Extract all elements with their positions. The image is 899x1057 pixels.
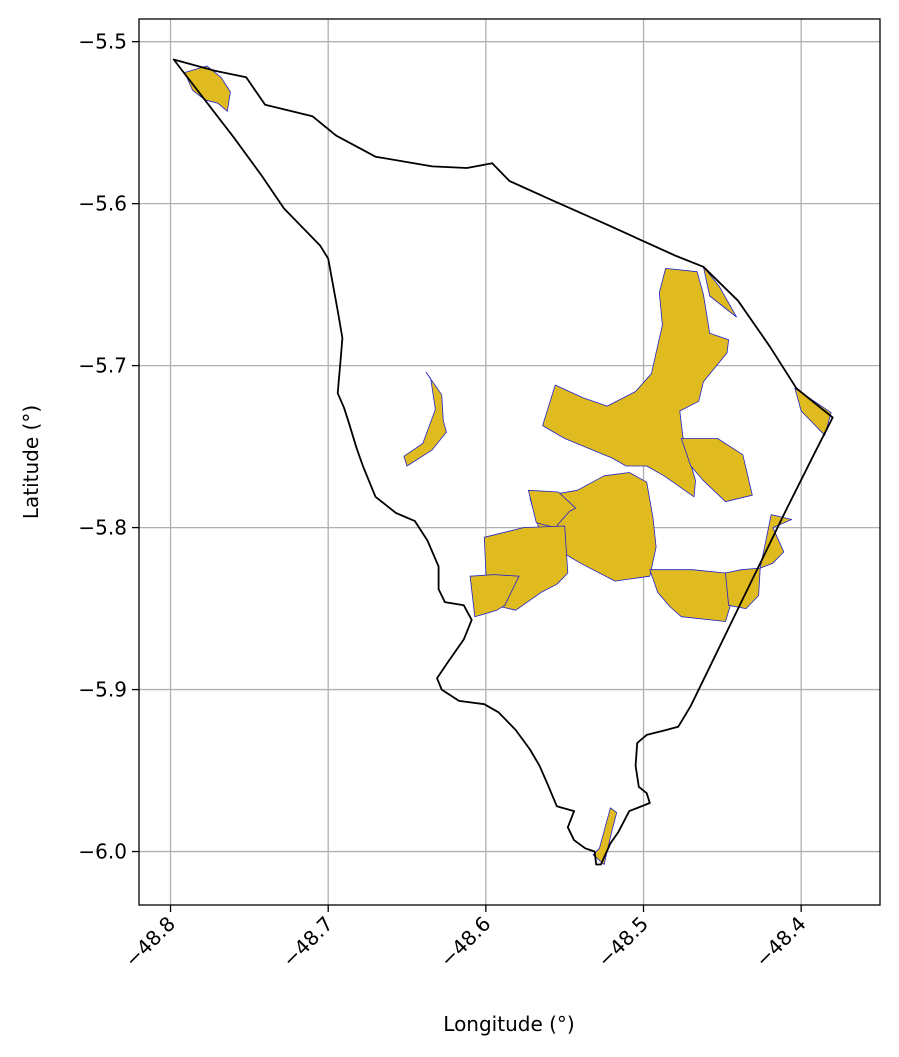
y-tick-label: −5.9	[78, 678, 127, 702]
y-axis-label: Latitude (°)	[19, 405, 43, 519]
x-axis-ticks: −48.8 −48.7 −48.6 −48.5 −48.4	[120, 905, 811, 972]
highlighted-area-6	[528, 489, 577, 528]
highlighted-area-9	[649, 569, 733, 622]
highlighted-area-2	[403, 371, 447, 467]
x-tick-label: −48.4	[750, 912, 810, 972]
highlighted-area-4	[680, 438, 753, 503]
highlighted-area-14	[592, 807, 618, 865]
y-axis-ticks: −5.5 −5.6 −5.7 −5.8 −5.9 −6.0	[78, 30, 139, 864]
y-tick-label: −6.0	[78, 840, 127, 864]
grid-lines	[139, 19, 880, 905]
x-axis-label: Longitude (°)	[443, 1012, 574, 1036]
x-tick-label: −48.8	[120, 912, 180, 972]
highlighted-areas	[184, 65, 832, 865]
y-tick-label: −5.7	[78, 354, 127, 378]
highlighted-area-11	[759, 514, 793, 569]
y-tick-label: −5.5	[78, 30, 127, 54]
x-tick-label: −48.6	[435, 912, 495, 972]
y-tick-label: −5.6	[78, 192, 127, 216]
highlighted-area-8	[469, 574, 520, 618]
highlighted-area-13	[794, 387, 832, 436]
x-tick-label: −48.7	[277, 912, 337, 972]
plot-frame	[138, 18, 881, 906]
x-tick-label: −48.5	[593, 912, 653, 972]
highlighted-area-12	[703, 266, 737, 318]
y-tick-label: −5.8	[78, 516, 127, 540]
municipality-boundary	[172, 58, 834, 866]
boundary-outline	[172, 58, 834, 866]
highlighted-area-10	[725, 567, 761, 609]
